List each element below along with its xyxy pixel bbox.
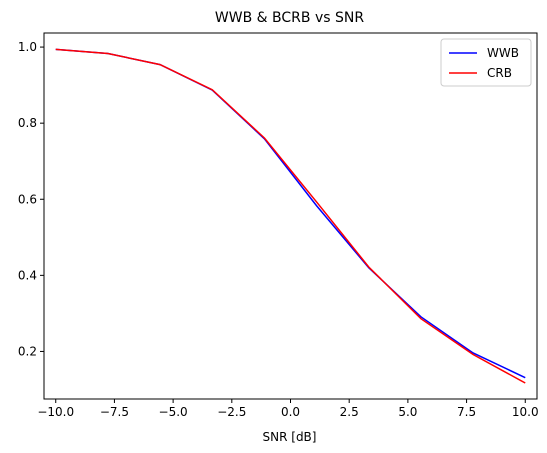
y-axis: 0.2 0.4 0.6 0.8 1.0 (18, 40, 44, 358)
x-tick-label: −10.0 (37, 405, 74, 419)
x-tick-label: −7.5 (100, 405, 129, 419)
legend: WWB CRB (440, 38, 532, 87)
x-axis-label: SNR [dB] (263, 430, 317, 444)
y-tick-label: 0.6 (18, 192, 37, 206)
legend-label-wwb: WWB (487, 46, 519, 60)
x-tick-label: −5.0 (159, 405, 188, 419)
x-tick-label: 2.5 (340, 405, 359, 419)
x-axis: −10.0 −7.5 −5.0 −2.5 0.0 2.5 5.0 7.5 10.0 (37, 399, 539, 419)
chart-title: WWB & BCRB vs SNR (215, 10, 364, 26)
legend-label-crb: CRB (487, 66, 512, 80)
x-tick-label: 7.5 (457, 405, 476, 419)
plot-lines (55, 48, 526, 384)
series-line-crb (55, 48, 526, 384)
x-tick-label: 0.0 (281, 405, 300, 419)
y-tick-label: 0.2 (18, 344, 37, 358)
y-tick-label: 0.8 (18, 116, 37, 130)
x-tick-label: −2.5 (217, 405, 246, 419)
x-tick-label: 10.0 (512, 405, 539, 419)
y-tick-label: 0.4 (18, 268, 37, 282)
x-tick-label: 5.0 (398, 405, 417, 419)
legend-box (440, 38, 532, 87)
y-tick-label: 1.0 (18, 40, 37, 54)
